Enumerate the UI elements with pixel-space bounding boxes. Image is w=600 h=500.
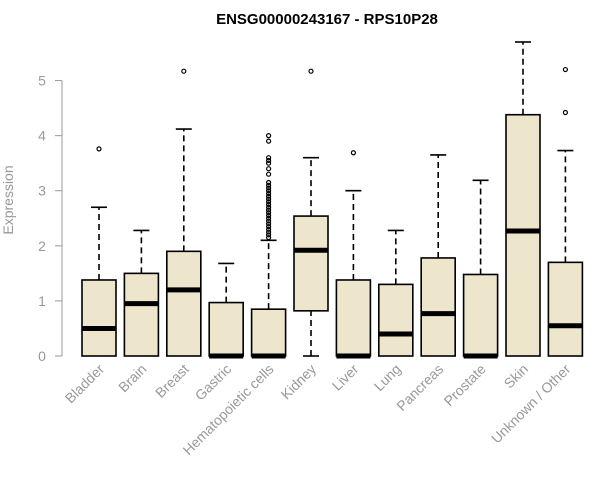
outlier-point — [266, 133, 272, 139]
outlier-point — [266, 229, 272, 235]
outlier-point — [562, 109, 569, 116]
outlier-point — [266, 226, 272, 232]
box-unknown-other — [547, 66, 584, 357]
x-tick-label: Pancreas — [393, 361, 446, 414]
box-iqr — [505, 113, 541, 357]
box-skin — [505, 41, 541, 357]
outlier-point — [181, 68, 187, 74]
outlier-point — [266, 218, 272, 224]
outlier-point — [266, 155, 272, 161]
box-kidney — [293, 68, 329, 357]
outlier-point — [308, 68, 314, 74]
outlier-point — [266, 182, 272, 188]
outlier-point — [266, 193, 272, 199]
box-prostate — [462, 179, 499, 359]
outlier-point — [266, 210, 272, 216]
box-gastric — [208, 262, 244, 359]
outlier-point — [266, 215, 272, 221]
outlier-point — [266, 199, 272, 205]
outlier-point — [266, 201, 272, 208]
outlier-point — [562, 66, 569, 73]
outlier-point — [266, 179, 272, 186]
outlier-point — [350, 150, 356, 156]
outlier-point — [266, 190, 272, 197]
outlier-point — [96, 146, 102, 152]
outlier-point — [266, 188, 272, 194]
outlier-point — [266, 221, 272, 227]
x-tick-label: Brain — [115, 361, 149, 395]
outlier-point — [266, 166, 272, 172]
box-breast — [166, 68, 202, 357]
outlier-point — [266, 204, 272, 210]
outlier-point — [266, 171, 272, 177]
box-iqr — [123, 272, 160, 357]
y-tick-label: 0 — [38, 348, 46, 364]
outlier-point — [266, 185, 272, 191]
outlier-point — [266, 232, 272, 238]
outlier-point — [266, 196, 272, 202]
box-pancreas — [420, 154, 457, 357]
x-tick-label: Prostate — [441, 361, 489, 409]
y-tick-label: 1 — [38, 293, 46, 309]
y-tick-label: 2 — [38, 238, 46, 254]
outlier-point — [266, 223, 272, 230]
y-tick-label: 4 — [38, 128, 46, 144]
boxes-group — [81, 41, 584, 359]
x-tick-label: Kidney — [278, 361, 320, 403]
outlier-point — [266, 160, 272, 166]
box-iqr — [293, 215, 329, 312]
box-iqr — [420, 257, 457, 357]
box-iqr — [335, 279, 372, 357]
box-iqr — [462, 273, 499, 357]
x-tick-label: Lung — [371, 361, 404, 394]
y-tick-label: 5 — [38, 73, 46, 89]
x-tick-label: Liver — [329, 361, 362, 394]
box-brain — [123, 229, 160, 357]
box-lung — [377, 229, 414, 357]
box-liver — [335, 150, 372, 359]
y-axis: 0 1 2 3 4 5 — [38, 73, 63, 364]
box-iqr — [377, 283, 414, 357]
box-iqr — [547, 261, 584, 357]
box-bladder — [81, 146, 117, 357]
outlier-point — [266, 207, 272, 213]
outlier-point — [266, 138, 272, 144]
x-tick-label: Breast — [152, 361, 192, 401]
outlier-point — [266, 212, 272, 219]
box-iqr — [166, 250, 202, 357]
box-iqr — [250, 308, 287, 357]
box-iqr — [208, 301, 244, 357]
outlier-point — [266, 157, 272, 164]
y-tick-label: 3 — [38, 183, 46, 199]
x-tick-label: Skin — [501, 361, 532, 392]
box-hematopoietic-cells — [250, 133, 287, 359]
y-axis-label: Expression — [0, 165, 16, 234]
outlier-point — [266, 234, 272, 241]
x-tick-label: Unknown / Other — [488, 361, 574, 447]
x-tick-label: Bladder — [62, 361, 108, 407]
box-iqr — [81, 279, 117, 357]
chart-title: ENSG00000243167 - RPS10P28 — [216, 11, 438, 28]
